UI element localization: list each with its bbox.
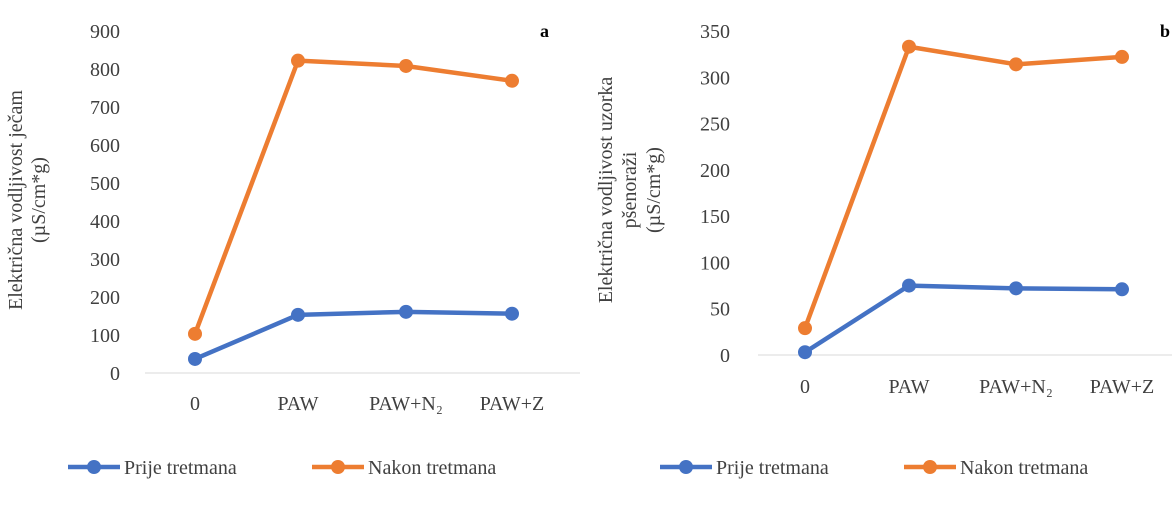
x-tick-label: PAW+N₂ (369, 393, 443, 415)
y-tick-label: 150 (700, 206, 730, 228)
x-tick-labels-a: 0 PAW PAW+N₂ PAW+Z (190, 393, 544, 415)
x-tick-label: PAW (277, 393, 318, 415)
y-axis-label-b-line2: pšenoraži (619, 151, 641, 228)
legend-label: Nakon tretmana (960, 457, 1088, 479)
legend-marker (87, 460, 101, 474)
y-tick-label: 300 (90, 249, 120, 271)
y-tick-label: 0 (110, 363, 120, 385)
data-point (902, 39, 916, 54)
y-tick-label: 500 (90, 173, 120, 195)
x-tick-label: 0 (190, 393, 200, 415)
y-tick-label: 0 (720, 345, 730, 367)
y-tick-label: 200 (700, 160, 730, 182)
y-tick-label: 600 (90, 135, 120, 157)
legend-marker (679, 460, 693, 474)
panel-label-a: a (540, 21, 549, 41)
y-tick-labels-a: 0 100 200 300 400 500 600 700 800 900 (90, 21, 120, 385)
data-point (291, 307, 305, 322)
data-point (505, 306, 519, 321)
x-tick-label: PAW+Z (480, 393, 545, 415)
y-tick-label: 250 (700, 114, 730, 136)
x-tick-label: PAW+Z (1090, 376, 1155, 398)
data-point (1009, 281, 1023, 296)
y-tick-label: 800 (90, 59, 120, 81)
y-tick-label: 50 (710, 299, 730, 321)
data-point (1115, 49, 1129, 64)
x-tick-label: 0 (800, 376, 810, 398)
y-tick-label: 900 (90, 21, 120, 43)
series-line (194, 309, 513, 362)
y-axis-label-b-line3: (µS/cm*g) (643, 147, 665, 233)
data-point (188, 326, 202, 341)
data-point (188, 351, 202, 366)
legend-b: Prije tretmana Nakon tretmana (660, 457, 1088, 479)
series-line (192, 58, 513, 335)
panel-label-b: b (1160, 21, 1170, 41)
data-point (399, 58, 413, 73)
x-tick-labels-b: 0 PAW PAW+N₂ PAW+Z (800, 376, 1154, 398)
chart-panel-a: a Električna vodljivost ječam (µS/cm*g) … (5, 21, 580, 415)
data-point (399, 304, 413, 319)
series-group-a (188, 53, 519, 366)
series-group-b (798, 39, 1129, 360)
series-line (803, 283, 1123, 355)
y-axis-label-b-line1: Električna vodljivost uzorka (595, 77, 617, 304)
legend-marker (923, 460, 937, 474)
y-tick-label: 400 (90, 211, 120, 233)
y-tick-label: 700 (90, 97, 120, 119)
series-line (802, 44, 1123, 329)
y-tick-label: 100 (90, 325, 120, 347)
y-tick-labels-b: 0 50 100 150 200 250 300 350 (700, 21, 730, 367)
legend-a: Prije tretmana Nakon tretmana (68, 457, 496, 479)
y-tick-label: 200 (90, 287, 120, 309)
legend-label: Nakon tretmana (368, 457, 496, 479)
data-point (291, 53, 305, 68)
data-point (1009, 57, 1023, 72)
y-axis-label-a-line2: (µS/cm*g) (28, 157, 50, 243)
legend-label: Prije tretmana (124, 457, 237, 479)
data-point (505, 73, 519, 88)
chart-panel-b: b Električna vodljivost uzorka pšenoraži… (595, 21, 1172, 398)
data-point (798, 345, 812, 360)
x-tick-label: PAW+N₂ (979, 376, 1053, 398)
legend-label: Prije tretmana (716, 457, 829, 479)
y-tick-label: 350 (700, 21, 730, 43)
y-tick-label: 300 (700, 67, 730, 89)
legend-marker (331, 460, 345, 474)
data-point (902, 278, 916, 293)
y-axis-label-a-line1: Električna vodljivost ječam (5, 90, 27, 310)
x-tick-label: PAW (888, 376, 929, 398)
data-point (798, 321, 812, 336)
y-tick-label: 100 (700, 252, 730, 274)
data-point (1115, 282, 1129, 297)
